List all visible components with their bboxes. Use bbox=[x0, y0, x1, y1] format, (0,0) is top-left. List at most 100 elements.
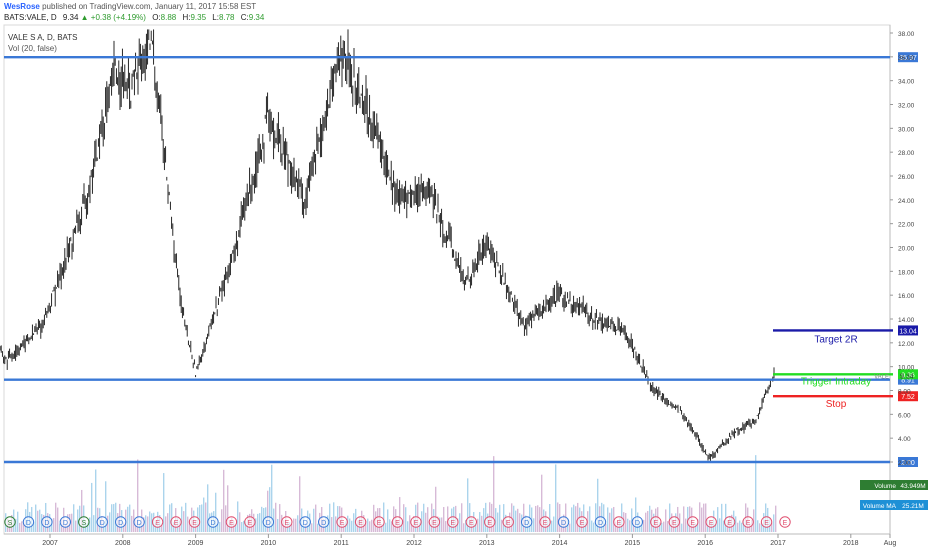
volume-bar bbox=[167, 513, 169, 532]
volume-bar bbox=[537, 505, 539, 532]
volume-labels: Volume 43.949M Volume MA 25.21M bbox=[860, 480, 928, 510]
volume-value-box bbox=[898, 480, 928, 490]
trade-level-name: Target 2R bbox=[814, 334, 857, 345]
horizontal-lines[interactable]: 35.97 8.91 2.00 Target 2R 13.04 Trigger Intra… bbox=[4, 52, 918, 467]
volume-bar bbox=[17, 511, 19, 532]
volume-bar bbox=[59, 523, 61, 532]
y-tick-label: 28.00 bbox=[898, 150, 915, 157]
event-marker-label: D bbox=[266, 520, 271, 527]
volume-bar bbox=[245, 521, 247, 532]
volume-bar bbox=[335, 516, 337, 532]
volume-bar bbox=[161, 523, 163, 532]
event-marker-icon bbox=[760, 516, 773, 528]
volume-bar bbox=[571, 507, 573, 532]
volume-label-box bbox=[860, 480, 898, 490]
event-marker-label: E bbox=[580, 520, 585, 527]
volume-bar bbox=[183, 511, 185, 532]
event-marker-label: E bbox=[617, 520, 622, 527]
event-marker-label: E bbox=[451, 520, 456, 527]
event-marker-icon bbox=[465, 516, 478, 528]
volume-bar bbox=[715, 523, 717, 532]
y-tick-label: 16.00 bbox=[898, 293, 915, 300]
level-price-label: 35.97 bbox=[899, 55, 917, 62]
volume-bar bbox=[205, 502, 207, 532]
volume-bar bbox=[181, 506, 183, 532]
volume-bar bbox=[705, 503, 707, 532]
event-marker-icon bbox=[373, 516, 385, 528]
event-marker-label: D bbox=[44, 520, 49, 527]
level-price-tag bbox=[898, 374, 918, 385]
event-marker-icon bbox=[4, 516, 16, 528]
author-name[interactable]: WesRose bbox=[4, 2, 40, 11]
volume-bar bbox=[349, 518, 351, 532]
volume-bar bbox=[383, 502, 385, 532]
volume-bar bbox=[569, 523, 571, 532]
event-marker-icon bbox=[354, 516, 367, 528]
event-marker-label: E bbox=[174, 520, 179, 527]
volume-bar bbox=[293, 518, 295, 532]
level-price-label: 8.91 bbox=[901, 378, 915, 385]
y-tick-label: 38.00 bbox=[898, 31, 915, 38]
volume-bar bbox=[387, 509, 389, 532]
event-marker-label: D bbox=[321, 520, 326, 527]
event-marker-icon bbox=[705, 516, 717, 528]
volume-bar bbox=[107, 515, 109, 532]
y-tick-label: 24.00 bbox=[898, 198, 915, 205]
event-marker-label: D bbox=[118, 520, 123, 527]
volume-bar bbox=[589, 506, 591, 532]
volume-bar bbox=[467, 478, 469, 532]
volume-bar bbox=[635, 497, 637, 532]
volume-bar bbox=[447, 506, 449, 532]
volume-bar bbox=[577, 502, 579, 532]
event-marker-label: E bbox=[432, 520, 437, 527]
volume-bar bbox=[515, 510, 517, 532]
event-marker-icon bbox=[557, 516, 570, 528]
event-marker-icon bbox=[262, 516, 275, 528]
volume-bar bbox=[21, 521, 23, 532]
event-marker-icon bbox=[723, 516, 736, 528]
event-marker-label: D bbox=[303, 520, 308, 527]
volume-bar bbox=[351, 520, 353, 532]
volume-bar bbox=[659, 522, 661, 532]
volume-value-label: 25.21M bbox=[902, 503, 924, 510]
volume-bar bbox=[369, 521, 371, 532]
y-tick-label: 20.00 bbox=[898, 246, 915, 253]
event-marker-label: D bbox=[26, 520, 31, 527]
volume-bar bbox=[201, 504, 203, 532]
event-marker-icon bbox=[650, 516, 662, 528]
event-marker-label: S bbox=[81, 520, 86, 527]
open-label: O: bbox=[152, 13, 161, 22]
price-axis[interactable]: 2.00 4.00 6.00 8.00 10.00 12.00 14.00 16.00 18.0… bbox=[890, 31, 915, 467]
volume-bar bbox=[243, 520, 245, 532]
volume-bar bbox=[419, 522, 421, 532]
volume-bar bbox=[615, 521, 617, 532]
volume-bar bbox=[401, 521, 403, 532]
legend-title: VALE S A, D, BATS bbox=[8, 33, 78, 42]
event-marker-icon bbox=[520, 516, 533, 528]
volume-bar bbox=[631, 508, 633, 532]
event-marker-label: E bbox=[709, 520, 714, 527]
y-tick-label: 6.00 bbox=[898, 412, 911, 419]
volume-bar bbox=[391, 521, 393, 532]
volume-bar bbox=[629, 520, 631, 532]
event-marker-icon bbox=[41, 516, 53, 528]
volume-bar bbox=[609, 512, 611, 532]
time-axis[interactable]: 2007 2008 2009 2010 2011 2012 2013 2014 2015 2016… bbox=[42, 534, 896, 547]
level-price-tag bbox=[898, 457, 918, 467]
volume-bar bbox=[643, 519, 645, 532]
event-marker-label: E bbox=[192, 520, 197, 527]
volume-bar bbox=[613, 506, 615, 532]
volume-bar bbox=[483, 508, 485, 532]
event-marker-icon bbox=[742, 516, 754, 528]
event-marker-label: E bbox=[764, 520, 769, 527]
volume-bar bbox=[149, 511, 151, 532]
volume-bar bbox=[37, 510, 39, 532]
open-value: 8.88 bbox=[160, 13, 177, 22]
y-tick-label: 12.00 bbox=[898, 341, 915, 348]
volume-bar bbox=[257, 513, 259, 532]
event-marker-label: E bbox=[653, 520, 658, 527]
y-tick-label: 18.00 bbox=[898, 269, 915, 276]
event-marker-icon bbox=[78, 516, 90, 528]
